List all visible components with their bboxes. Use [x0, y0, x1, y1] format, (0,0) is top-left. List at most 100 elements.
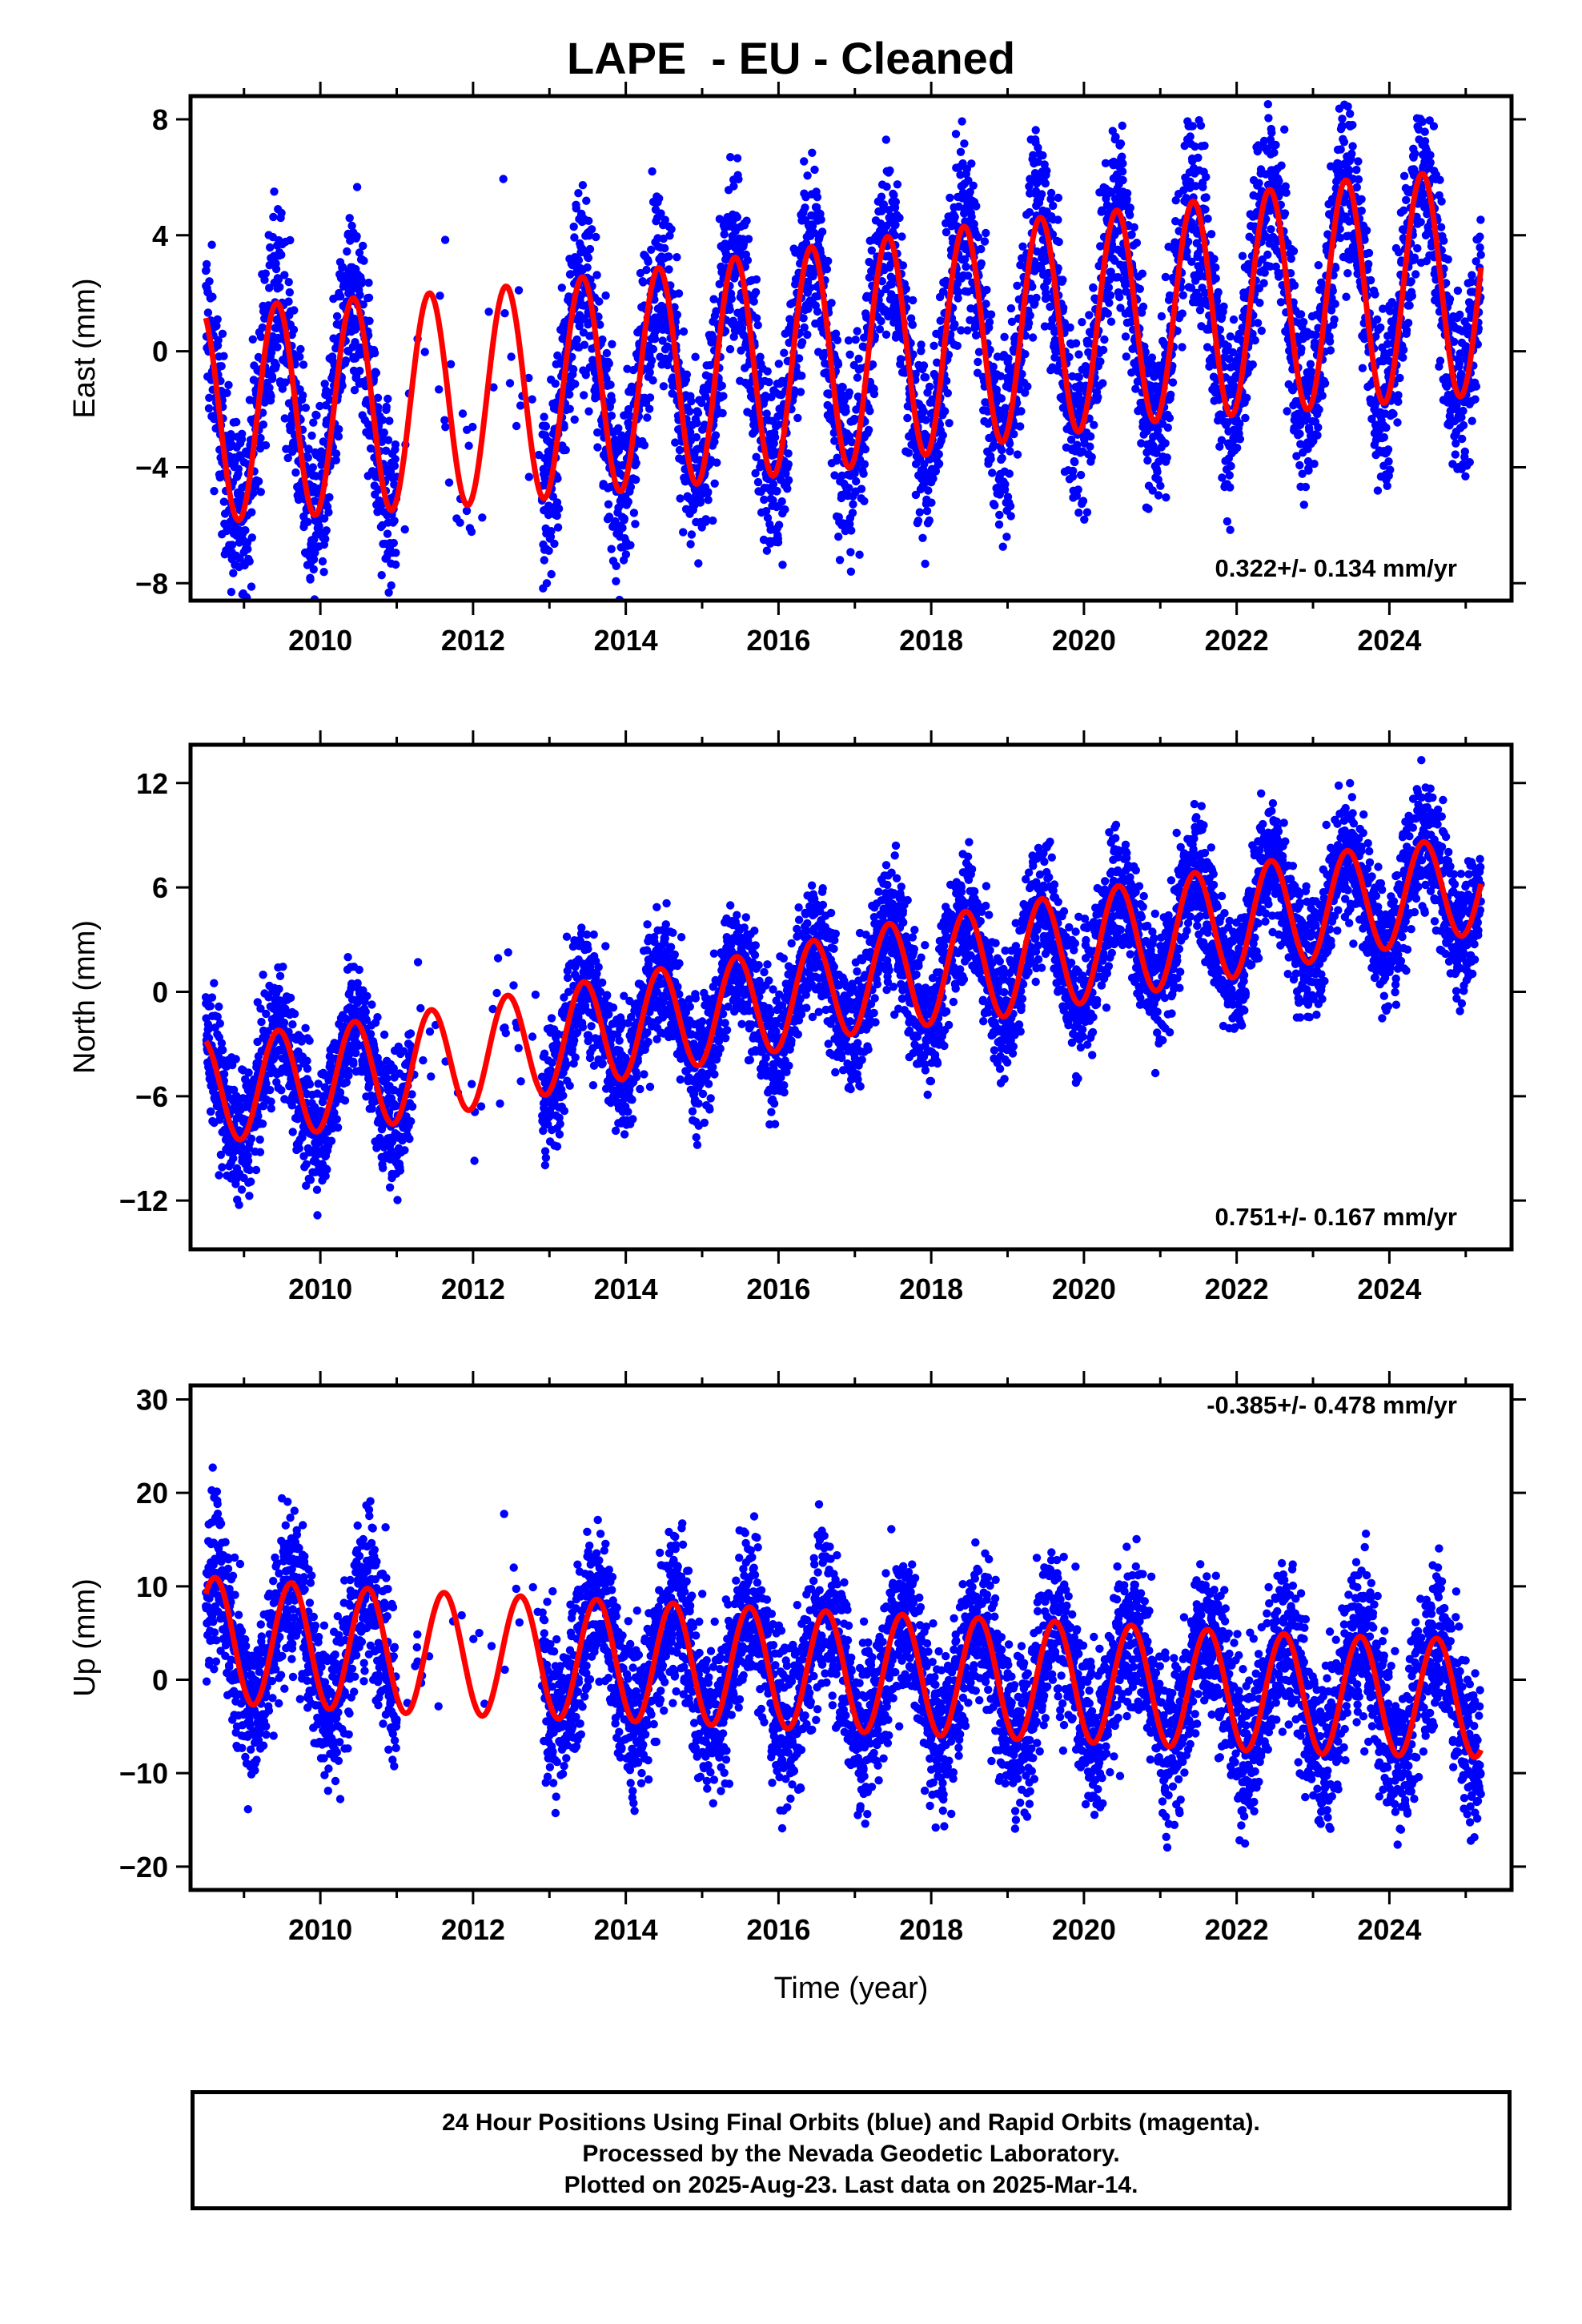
data-point: [331, 456, 340, 464]
data-point: [713, 458, 721, 467]
data-point: [783, 485, 792, 493]
data-point: [687, 396, 696, 406]
data-point: [507, 352, 516, 361]
data-point: [921, 416, 930, 424]
data-point: [954, 294, 962, 303]
data-point: [285, 287, 294, 297]
data-point: [345, 214, 354, 223]
data-point: [803, 330, 812, 340]
data-point: [998, 453, 1006, 463]
data-point: [352, 231, 361, 241]
data-point: [750, 427, 759, 436]
data-point: [1070, 457, 1079, 467]
data-point: [694, 559, 703, 568]
data-point: [986, 455, 995, 464]
data-point: [849, 500, 857, 509]
data-point: [1165, 413, 1174, 423]
data-point: [773, 486, 781, 496]
data-point: [1118, 121, 1127, 131]
data-point: [270, 187, 279, 196]
data-point: [877, 192, 886, 201]
data-point: [919, 361, 929, 370]
data-point: [1178, 291, 1188, 300]
data-point: [765, 378, 773, 387]
data-point: [335, 424, 343, 434]
data-point: [1100, 335, 1109, 344]
data-point: [718, 408, 727, 418]
data-point: [1074, 485, 1082, 494]
data-point: [332, 312, 342, 321]
data-point: [1248, 360, 1258, 369]
data-point: [813, 193, 822, 202]
data-point: [1096, 357, 1105, 366]
data-point: [514, 286, 524, 295]
data-point: [784, 449, 793, 458]
data-point: [390, 517, 399, 525]
data-point: [862, 292, 872, 300]
data-point: [1074, 509, 1083, 517]
data-point: [436, 292, 444, 300]
data-point: [1025, 207, 1034, 217]
data-point: [1054, 215, 1062, 224]
data-point: [980, 237, 990, 246]
data-point: [624, 404, 633, 414]
data-point: [219, 497, 228, 506]
data-point: [797, 372, 806, 380]
data-point: [283, 453, 292, 463]
data-point: [1178, 309, 1187, 318]
data-point: [277, 208, 286, 218]
data-point: [1046, 188, 1056, 198]
data-point: [1054, 237, 1063, 247]
data-point: [1306, 360, 1315, 368]
data-point: [1297, 344, 1306, 353]
data-point: [733, 154, 742, 163]
data-point: [256, 433, 265, 443]
data-point: [366, 444, 375, 453]
data-point: [435, 385, 444, 394]
data-point: [582, 196, 591, 205]
data-point: [642, 265, 651, 275]
data-point: [925, 516, 934, 525]
data-point: [855, 550, 864, 559]
data-point: [717, 381, 726, 390]
data-point: [1031, 126, 1040, 135]
data-point: [303, 517, 312, 526]
data-point: [1203, 214, 1212, 223]
data-point: [1013, 450, 1022, 459]
data-point: [725, 344, 735, 354]
data-point: [881, 330, 891, 339]
data-point: [789, 386, 799, 395]
data-point: [512, 421, 521, 431]
data-point: [958, 117, 966, 126]
data-point: [341, 356, 351, 365]
data-point: [317, 460, 326, 469]
data-point: [265, 261, 274, 270]
data-point: [1103, 309, 1113, 318]
data-point: [1001, 404, 1010, 412]
data-point: [213, 315, 222, 324]
data-point: [1122, 352, 1131, 361]
data-point: [1111, 132, 1120, 142]
data-point: [697, 398, 706, 408]
data-point: [462, 506, 472, 516]
data-point: [729, 316, 738, 325]
data-point: [1255, 179, 1263, 187]
data-point: [1357, 195, 1366, 203]
data-point: [1004, 354, 1013, 363]
data-point: [1143, 456, 1152, 465]
data-point: [805, 283, 815, 292]
data-point: [1005, 469, 1014, 478]
data-point: [467, 527, 476, 537]
data-point: [865, 407, 874, 416]
data-point: [584, 216, 593, 225]
data-point: [384, 588, 393, 597]
data-point: [585, 244, 595, 254]
data-point: [665, 265, 673, 274]
data-point: [1021, 350, 1030, 359]
data-point: [259, 420, 268, 429]
data-point: [554, 505, 564, 513]
data-point: [592, 271, 601, 279]
data-point: [1354, 157, 1363, 166]
data-point: [383, 394, 392, 404]
data-point: [1282, 188, 1291, 197]
